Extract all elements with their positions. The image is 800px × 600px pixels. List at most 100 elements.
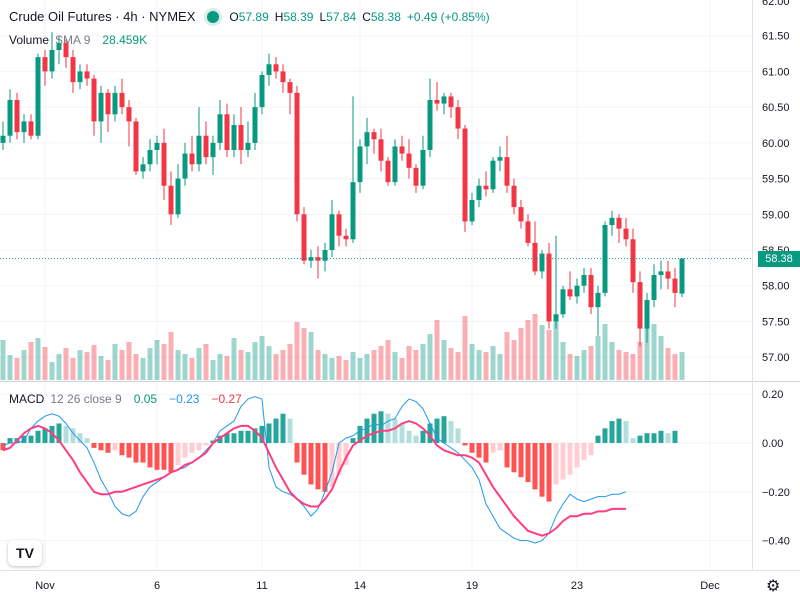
volume-bar (679, 352, 685, 380)
macd-histogram-bar (315, 443, 321, 490)
macd-tick-label: 0.00 (762, 438, 783, 450)
macd-histogram-bar (392, 418, 398, 443)
volume-bar (511, 340, 517, 380)
volume-bar (637, 342, 643, 380)
volume-bar (119, 350, 125, 380)
macd-histogram-bar (308, 443, 314, 485)
market-status-icon[interactable] (207, 10, 220, 23)
volume-bars (0, 314, 685, 380)
candle-body (539, 253, 545, 272)
volume-bar (189, 358, 195, 380)
volume-bar (63, 348, 69, 380)
candle-body (14, 100, 20, 133)
volume-bar (266, 346, 272, 380)
macd-axis[interactable]: 0.20 0.00 −0.20 −0.40 (762, 389, 790, 547)
volume-value: 28.459K (102, 33, 148, 47)
volume-bar (273, 354, 279, 380)
ohlc-high-value: 58.39 (283, 9, 314, 24)
volume-bar (665, 348, 671, 380)
macd-histogram-bar (196, 443, 202, 451)
volume-bar (434, 320, 440, 380)
candle-body (217, 114, 223, 143)
macd-histogram-bar (301, 443, 307, 475)
tradingview-logo[interactable]: TV (8, 540, 42, 566)
volume-bar (210, 360, 216, 380)
volume-bar (581, 350, 587, 380)
candle-body (483, 185, 489, 190)
ohlc-close-value: 58.38 (370, 9, 401, 24)
macd-histogram-bar (168, 443, 174, 473)
macd-histogram-bar (280, 413, 286, 443)
volume-bar (252, 342, 258, 380)
volume-bar (182, 354, 188, 380)
macd-histogram-bar (105, 443, 111, 453)
candle-body (189, 153, 195, 165)
volume-bar (0, 340, 6, 380)
grid-lines (0, 0, 752, 570)
time-axis[interactable]: Nov 6 11 14 19 23 Dec (35, 580, 720, 592)
time-tick-label: Nov (35, 580, 55, 592)
macd-histogram-bar (42, 428, 48, 443)
price-tick-label: 58.00 (762, 281, 790, 293)
macd-histogram-bar (581, 443, 587, 461)
candle-body (7, 100, 13, 136)
macd-histogram-bar (462, 443, 468, 446)
candle-body (280, 71, 286, 83)
volume-bar (168, 332, 174, 380)
volume-bar (385, 340, 391, 380)
volume-bar (77, 350, 83, 380)
volume-bar (84, 352, 90, 380)
macd-histogram-bar (511, 443, 517, 473)
candle-body (399, 146, 405, 154)
price-axis[interactable]: 62.0061.5061.0060.5060.0059.5059.0058.50… (762, 0, 790, 364)
macd-histogram-bar (329, 443, 335, 487)
candle-body (133, 121, 139, 172)
candle-body (252, 107, 258, 143)
candle-body (161, 142, 167, 186)
macd-histogram-bar (595, 435, 601, 443)
volume-bar (301, 328, 307, 380)
candle-body (518, 207, 524, 222)
volume-bar (483, 352, 489, 380)
macd-histogram-bar (630, 438, 636, 443)
candle-body (140, 164, 146, 172)
symbol-title[interactable]: Crude Oil Futures · 4h · NYMEX (9, 9, 196, 24)
macd-histogram-bar (413, 435, 419, 443)
volume-bar (287, 344, 293, 380)
macd-tick-label: −0.20 (762, 487, 790, 499)
macd-histogram-bar (546, 443, 552, 502)
macd-histogram-bar (245, 430, 251, 443)
volume-bar (588, 346, 594, 380)
gear-icon[interactable]: ⚙ (766, 578, 781, 595)
macd-histogram-bar (343, 443, 349, 465)
candle-body (385, 160, 391, 183)
macd-histogram-bar (399, 423, 405, 443)
volume-bar (427, 334, 433, 380)
candle-body (567, 289, 573, 297)
volume-bar (14, 358, 20, 380)
volume-bar (140, 358, 146, 380)
ohlc-high-label: H (274, 9, 284, 24)
macd-histogram-bar (616, 418, 622, 443)
price-tick-label: 60.00 (762, 138, 790, 150)
candle-body (308, 257, 314, 261)
volume-legend[interactable]: Volume SMA 9 28.459K (9, 33, 147, 47)
volume-bar (56, 354, 62, 380)
macd-histogram-bar (588, 443, 594, 456)
candle-body (70, 57, 76, 83)
candle-body (336, 214, 342, 236)
candle-body (462, 128, 468, 222)
volume-bar (217, 354, 223, 380)
macd-histogram-bar (504, 443, 510, 468)
macd-histogram-bar (154, 443, 160, 470)
macd-tick-label: 0.20 (762, 389, 783, 401)
volume-bar (357, 358, 363, 380)
time-tick-label: Dec (700, 580, 720, 592)
candle-body (434, 100, 440, 104)
price-tick-label: 60.50 (762, 102, 790, 114)
macd-histogram-bar (490, 443, 496, 453)
candle-body (553, 314, 559, 322)
macd-legend[interactable]: MACD 12 26 close 9 0.05 −0.23 −0.27 (9, 392, 242, 406)
